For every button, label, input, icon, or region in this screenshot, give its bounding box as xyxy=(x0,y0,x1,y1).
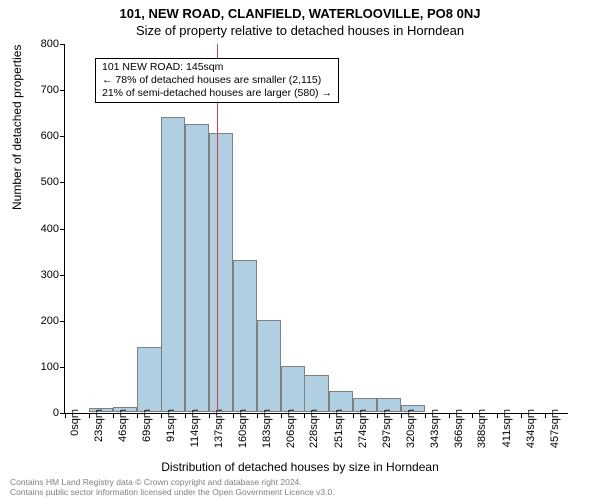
annotation-line: 21% of semi-detached houses are larger (… xyxy=(102,87,332,100)
page-subtitle: Size of property relative to detached ho… xyxy=(0,21,600,38)
attribution-line: Contains public sector information licen… xyxy=(10,488,335,498)
x-tick-mark xyxy=(161,413,162,418)
x-tick-mark xyxy=(472,413,473,418)
y-tick-mark xyxy=(60,182,65,183)
x-tick-mark xyxy=(449,413,450,418)
x-tick-mark xyxy=(137,413,138,418)
histogram-bar xyxy=(161,117,185,412)
y-tick-mark xyxy=(60,229,65,230)
x-tick-mark xyxy=(353,413,354,418)
x-tick-label: 228sqm xyxy=(308,409,320,448)
annotation-line: 101 NEW ROAD: 145sqm xyxy=(102,61,332,74)
x-tick-mark xyxy=(281,413,282,418)
x-tick-mark xyxy=(65,413,66,418)
x-tick-label: 274sqm xyxy=(357,409,369,448)
x-tick-label: 183sqm xyxy=(261,409,273,448)
x-tick-label: 343sqm xyxy=(429,409,441,448)
x-tick-label: 46sqm xyxy=(117,409,129,442)
histogram-bar xyxy=(209,133,233,412)
y-tick-label: 700 xyxy=(25,84,59,96)
y-tick-label: 800 xyxy=(25,38,59,50)
x-tick-label: 320sqm xyxy=(405,409,417,448)
y-tick-label: 400 xyxy=(25,223,59,235)
x-tick-mark xyxy=(521,413,522,418)
y-tick-label: 100 xyxy=(25,361,59,373)
histogram-bar xyxy=(185,124,209,412)
y-tick-label: 300 xyxy=(25,269,59,281)
x-tick-mark xyxy=(233,413,234,418)
annotation-box: 101 NEW ROAD: 145sqm← 78% of detached ho… xyxy=(95,58,339,103)
y-tick-mark xyxy=(60,321,65,322)
histogram-bar xyxy=(257,320,281,412)
y-tick-mark xyxy=(60,90,65,91)
chart-area: 01002003004005006007008000sqm23sqm46sqm6… xyxy=(64,44,568,414)
y-tick-mark xyxy=(60,367,65,368)
y-axis-label: Number of detached properties xyxy=(10,45,24,210)
x-tick-mark xyxy=(304,413,305,418)
x-tick-mark xyxy=(329,413,330,418)
histogram-bar xyxy=(281,366,305,412)
x-axis-label: Distribution of detached houses by size … xyxy=(0,460,600,474)
y-tick-label: 0 xyxy=(25,407,59,419)
y-tick-mark xyxy=(60,44,65,45)
histogram-bar xyxy=(137,347,161,412)
x-tick-label: 297sqm xyxy=(381,409,393,448)
x-tick-mark xyxy=(401,413,402,418)
histogram-bar xyxy=(233,260,257,412)
histogram-bar xyxy=(304,375,328,412)
y-tick-label: 500 xyxy=(25,176,59,188)
y-tick-label: 600 xyxy=(25,130,59,142)
x-tick-label: 457sqm xyxy=(549,409,561,448)
x-tick-label: 388sqm xyxy=(476,409,488,448)
x-tick-label: 206sqm xyxy=(285,409,297,448)
x-tick-mark xyxy=(377,413,378,418)
annotation-line: ← 78% of detached houses are smaller (2,… xyxy=(102,74,332,87)
x-tick-mark xyxy=(545,413,546,418)
x-tick-label: 160sqm xyxy=(237,409,249,448)
x-tick-label: 411sqm xyxy=(501,409,513,447)
x-tick-label: 114sqm xyxy=(189,409,201,447)
x-tick-mark xyxy=(113,413,114,418)
x-tick-label: 69sqm xyxy=(141,409,153,442)
x-tick-mark xyxy=(425,413,426,418)
x-tick-mark xyxy=(257,413,258,418)
x-tick-label: 91sqm xyxy=(165,409,177,442)
page-title: 101, NEW ROAD, CLANFIELD, WATERLOOVILLE,… xyxy=(0,0,600,21)
x-tick-label: 23sqm xyxy=(93,409,105,442)
x-tick-label: 137sqm xyxy=(213,409,225,448)
plot-region: 01002003004005006007008000sqm23sqm46sqm6… xyxy=(64,44,568,414)
y-tick-mark xyxy=(60,136,65,137)
x-tick-mark xyxy=(185,413,186,418)
x-tick-label: 251sqm xyxy=(333,409,345,448)
x-tick-mark xyxy=(497,413,498,418)
x-tick-label: 434sqm xyxy=(525,409,537,448)
x-tick-mark xyxy=(89,413,90,418)
y-tick-mark xyxy=(60,275,65,276)
x-tick-mark xyxy=(209,413,210,418)
attribution-text: Contains HM Land Registry data © Crown c… xyxy=(10,478,335,498)
x-tick-label: 366sqm xyxy=(453,409,465,448)
y-tick-label: 200 xyxy=(25,315,59,327)
x-tick-label: 0sqm xyxy=(69,409,81,436)
